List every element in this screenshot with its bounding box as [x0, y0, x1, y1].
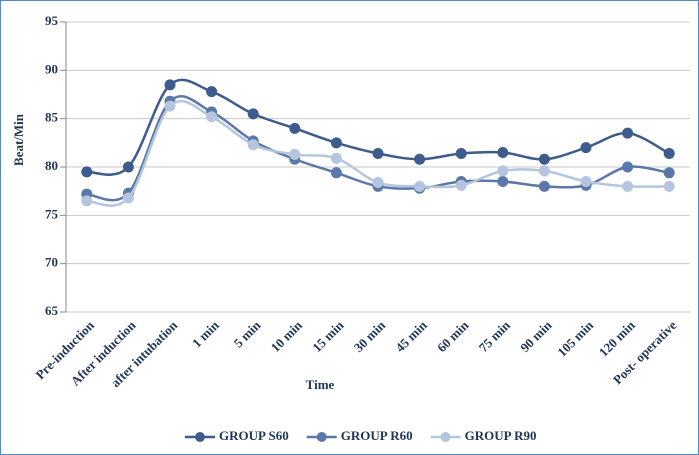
y-tick-label: 95 [45, 13, 59, 28]
legend-marker [316, 432, 327, 442]
point [81, 195, 93, 207]
legend-label: GROUP R60 [341, 428, 413, 443]
point [663, 180, 675, 192]
point [122, 161, 134, 173]
y-axis-label: Beat/Min [11, 113, 26, 166]
y-tick-label: 85 [45, 110, 59, 125]
point [622, 161, 634, 173]
point [164, 79, 176, 91]
y-tick-label: 90 [45, 61, 58, 76]
point [372, 147, 384, 159]
y-tick-label: 80 [45, 158, 58, 173]
point [497, 176, 509, 187]
point [580, 142, 592, 154]
y-tick-label: 70 [45, 255, 58, 270]
y-tick-label: 65 [45, 303, 59, 318]
point [206, 86, 218, 98]
x-axis-label: Time [306, 377, 335, 392]
point [206, 111, 218, 123]
point [330, 167, 342, 179]
point [497, 147, 509, 158]
y-tick-label: 75 [45, 206, 59, 221]
point [122, 192, 134, 204]
point [538, 180, 550, 192]
point [622, 127, 634, 139]
point [622, 180, 634, 192]
point [289, 148, 301, 160]
point [330, 152, 342, 164]
point [289, 122, 301, 134]
point [580, 176, 592, 187]
point [455, 179, 467, 191]
point [414, 180, 426, 192]
point [414, 153, 426, 165]
point [663, 167, 675, 179]
point [372, 176, 384, 188]
legend-label: GROUP R90 [465, 428, 537, 443]
point [164, 100, 176, 112]
legend-marker [195, 432, 205, 442]
point [497, 165, 509, 177]
point [330, 137, 342, 149]
point [81, 166, 93, 178]
legend-marker [440, 432, 451, 442]
point [247, 108, 259, 120]
point [663, 147, 675, 159]
legend-label: GROUP S60 [219, 428, 289, 443]
point [538, 165, 550, 177]
point [247, 139, 259, 151]
point [455, 147, 467, 159]
point [538, 153, 550, 165]
